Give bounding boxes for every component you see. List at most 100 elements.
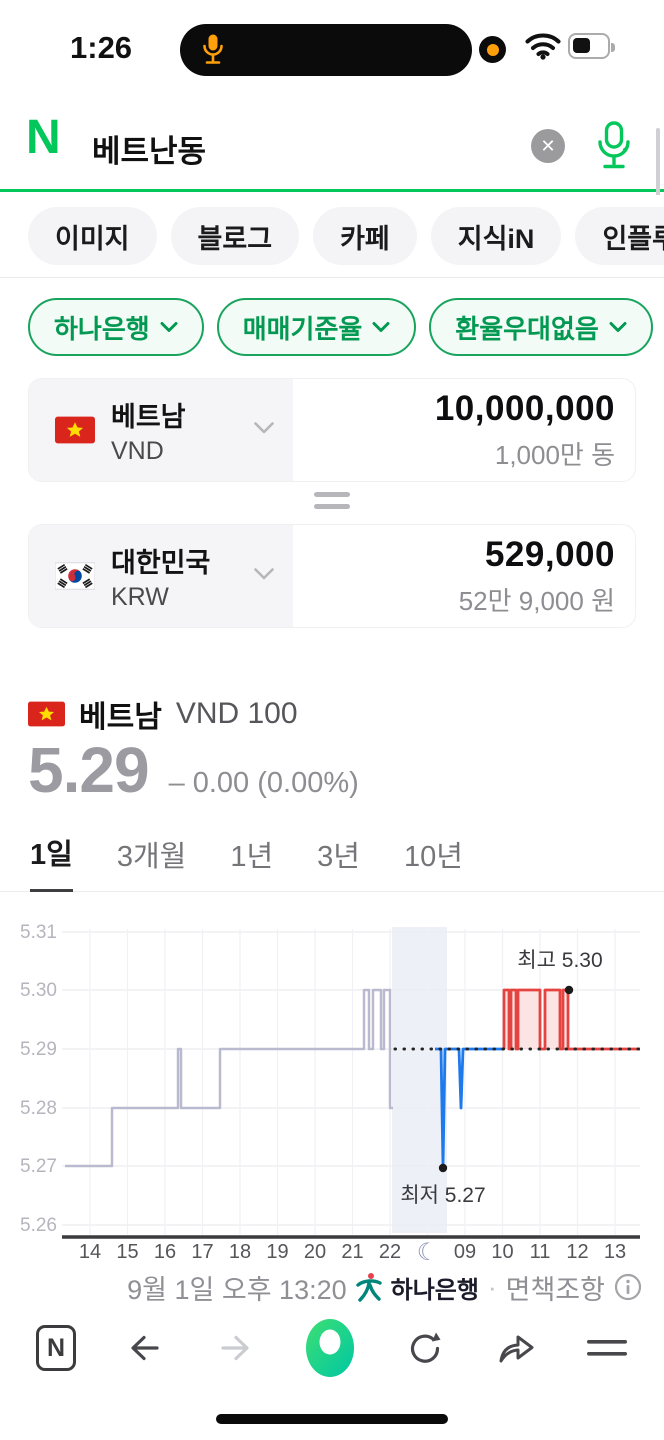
- x-axis-labels: 14 15 16 17 18 19 20 21 22 ☾ 09 10 11 12…: [79, 1239, 626, 1265]
- source-bank-label: 하나은행: [390, 1276, 479, 1304]
- series-today-up-fill: [504, 990, 568, 1049]
- svg-text:18: 18: [229, 1241, 251, 1263]
- naver-logo[interactable]: N: [26, 111, 61, 164]
- period-tabs: 1일 3개월 1년 3년 10년: [0, 826, 664, 892]
- greendot-button-icon[interactable]: [304, 1317, 356, 1379]
- period-tab-3months[interactable]: 3개월: [116, 841, 187, 873]
- separator-dot: ·: [487, 1271, 497, 1302]
- chevron-down-icon: [160, 322, 178, 332]
- period-tab-1day[interactable]: 1일: [30, 831, 73, 892]
- svg-text:09: 09: [454, 1241, 476, 1263]
- tab-kin[interactable]: 지식iN: [430, 207, 562, 265]
- filter-rate-type-dropdown[interactable]: 매매기준율: [216, 298, 417, 356]
- recording-indicator-icon: [479, 36, 506, 63]
- svg-text:16: 16: [154, 1241, 176, 1263]
- amount-from-read: 1,000만 동: [494, 439, 615, 470]
- amount-to-read: 52만 9,000 원: [458, 585, 615, 616]
- svg-text:15: 15: [116, 1241, 138, 1263]
- svg-text:13: 13: [604, 1241, 626, 1263]
- low-point-dot: [438, 1163, 448, 1173]
- tab-influencer[interactable]: 인플루언서: [575, 207, 664, 265]
- period-tab-10years[interactable]: 10년: [403, 841, 463, 873]
- close-icon: ✕: [540, 135, 556, 156]
- exchange-rate-chart[interactable]: 5.31 5.30 5.29 5.28 5.27 5.26 최고 5.30 최저…: [0, 905, 664, 1265]
- currency-from-code: VND: [111, 436, 164, 465]
- currency-to-selector[interactable]: 대한민국 KRW: [29, 525, 293, 627]
- vietnam-flag-icon: [55, 416, 95, 444]
- filter-discount-dropdown[interactable]: 환율우대없음: [429, 298, 653, 356]
- amount-from-field[interactable]: 10,000,000 1,000만 동: [293, 379, 635, 481]
- forward-button-icon[interactable]: [215, 1328, 255, 1368]
- svg-text:21: 21: [341, 1241, 363, 1263]
- low-annotation: 최저 5.27: [400, 1184, 485, 1207]
- svg-text:5.29: 5.29: [20, 1039, 57, 1060]
- period-tab-3years[interactable]: 3년: [317, 841, 360, 873]
- svg-text:5.31: 5.31: [20, 922, 57, 943]
- microphone-active-icon: [203, 34, 223, 64]
- moon-icon: ☾: [417, 1239, 439, 1265]
- dynamic-island: [180, 24, 472, 76]
- y-axis-labels: 5.31 5.30 5.29 5.28 5.27 5.26: [20, 922, 57, 1236]
- tab-blog[interactable]: 블로그: [170, 207, 300, 265]
- tab-images[interactable]: 이미지: [28, 207, 157, 265]
- amount-to-field[interactable]: 529,000 52만 9,000 원: [293, 525, 635, 627]
- back-button-icon[interactable]: [125, 1328, 165, 1368]
- rate-change: – 0.00 (0.00%): [168, 767, 359, 799]
- refresh-button-icon[interactable]: [405, 1328, 445, 1368]
- voice-search-icon[interactable]: [594, 120, 634, 172]
- menu-button-icon[interactable]: [586, 1332, 628, 1364]
- series-today-up: [502, 988, 640, 1051]
- period-tab-1year[interactable]: 1년: [230, 841, 274, 873]
- currency-to-name: 대한민국: [111, 547, 211, 578]
- updated-timestamp: 9월 1일 오후 13:20: [127, 1274, 347, 1305]
- search-tabs: 이미지 블로그 카페 지식iN 인플루언서: [0, 195, 664, 278]
- converter-to-row: 대한민국 KRW 529,000 52만 9,000 원: [28, 524, 636, 628]
- wifi-icon: [525, 33, 561, 60]
- swap-currencies-icon[interactable]: [314, 492, 350, 509]
- hana-bank-logo-icon: [355, 1273, 382, 1302]
- info-icon[interactable]: [614, 1273, 642, 1301]
- rate-header: 베트남 VND 100: [28, 692, 298, 736]
- night-band: [392, 927, 447, 1233]
- svg-text:10: 10: [491, 1241, 513, 1263]
- currency-from-name: 베트남: [111, 401, 186, 432]
- v-gridlines: [89, 929, 616, 1235]
- filter-bank-dropdown[interactable]: 하나은행: [28, 298, 204, 356]
- rate-country: 베트남: [79, 701, 162, 734]
- currency-to-code: KRW: [111, 582, 169, 611]
- clear-search-button[interactable]: ✕: [531, 129, 565, 163]
- page-scrollbar[interactable]: [656, 128, 660, 260]
- korea-flag-icon: [55, 562, 95, 590]
- amount-from-value: 10,000,000: [434, 388, 615, 428]
- currency-from-selector[interactable]: 베트남 VND: [29, 379, 293, 481]
- series-previous-day: [65, 988, 393, 1168]
- share-button-icon[interactable]: [495, 1328, 537, 1368]
- vietnam-flag-icon: [28, 701, 65, 727]
- svg-text:5.26: 5.26: [20, 1215, 57, 1236]
- chevron-down-icon: [372, 322, 390, 332]
- search-input[interactable]: 베트난동: [92, 134, 207, 169]
- svg-text:19: 19: [266, 1241, 288, 1263]
- h-gridlines: [62, 931, 640, 1226]
- chart-caption: 9월 1일 오후 13:20 하나은행 · 면책조항: [0, 1268, 664, 1306]
- browser-toolbar: N: [0, 1312, 664, 1384]
- tab-cafe[interactable]: 카페: [313, 207, 417, 265]
- amount-to-value: 529,000: [484, 534, 615, 574]
- svg-text:20: 20: [304, 1241, 326, 1263]
- disclaimer-link[interactable]: 면책조항: [505, 1274, 605, 1305]
- svg-text:5.30: 5.30: [20, 980, 57, 1001]
- exchange-filters: 하나은행 매매기준율 환율우대없음: [0, 292, 664, 362]
- chevron-down-icon: [254, 568, 274, 580]
- status-time: 1:26: [70, 30, 133, 65]
- naver-home-button[interactable]: N: [36, 1325, 76, 1371]
- rate-unit: VND 100: [175, 697, 298, 730]
- svg-text:5.28: 5.28: [20, 1098, 57, 1119]
- home-indicator[interactable]: [216, 1414, 448, 1424]
- high-point-dot: [564, 985, 574, 995]
- svg-text:14: 14: [79, 1241, 101, 1263]
- converter-from-row: 베트남 VND 10,000,000 1,000만 동: [28, 378, 636, 482]
- rate-value-row: 5.29 – 0.00 (0.00%): [28, 733, 359, 807]
- chevron-down-icon: [609, 322, 627, 332]
- svg-text:12: 12: [566, 1241, 588, 1263]
